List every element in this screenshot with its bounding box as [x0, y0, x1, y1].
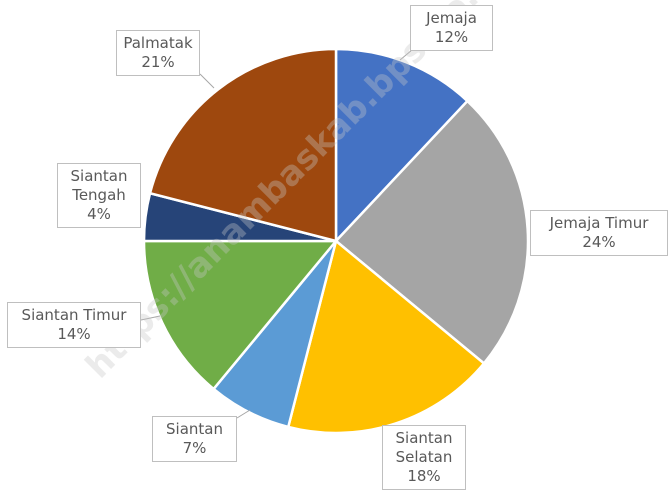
value-label: 12%	[434, 28, 469, 46]
data-label: Siantan Selatan 18%	[382, 425, 466, 490]
pie-slice	[142, 239, 339, 391]
category-name: Jemaja Timur	[549, 214, 649, 232]
value-label: 7%	[182, 439, 207, 457]
value-label: 24%	[582, 233, 616, 251]
pie-slice	[148, 47, 338, 243]
category-name: Siantan Timur	[21, 306, 127, 324]
data-label: Siantan Tengah 4%	[57, 163, 141, 228]
category-name: Jemaja	[426, 9, 477, 27]
data-label: Siantan 7%	[152, 416, 237, 462]
pie-slice	[334, 47, 470, 245]
value-label: 21%	[141, 53, 175, 71]
data-label: Jemaja 12%	[410, 5, 493, 51]
category-name: Siantan Tengah	[70, 167, 128, 204]
value-label: 4%	[87, 205, 111, 223]
category-name: Palmatak	[123, 34, 193, 52]
data-label: Siantan Timur 14%	[7, 302, 141, 348]
data-label: Jemaja Timur 24%	[530, 210, 668, 256]
data-label: Palmatak 21%	[116, 30, 200, 76]
pie-slice	[334, 99, 530, 366]
category-name: Siantan Selatan	[395, 429, 453, 466]
category-name: Siantan	[166, 420, 223, 438]
pie-slice	[286, 238, 486, 435]
value-label: 14%	[57, 325, 91, 343]
value-label: 18%	[407, 467, 441, 485]
leader-lines	[140, 49, 413, 419]
